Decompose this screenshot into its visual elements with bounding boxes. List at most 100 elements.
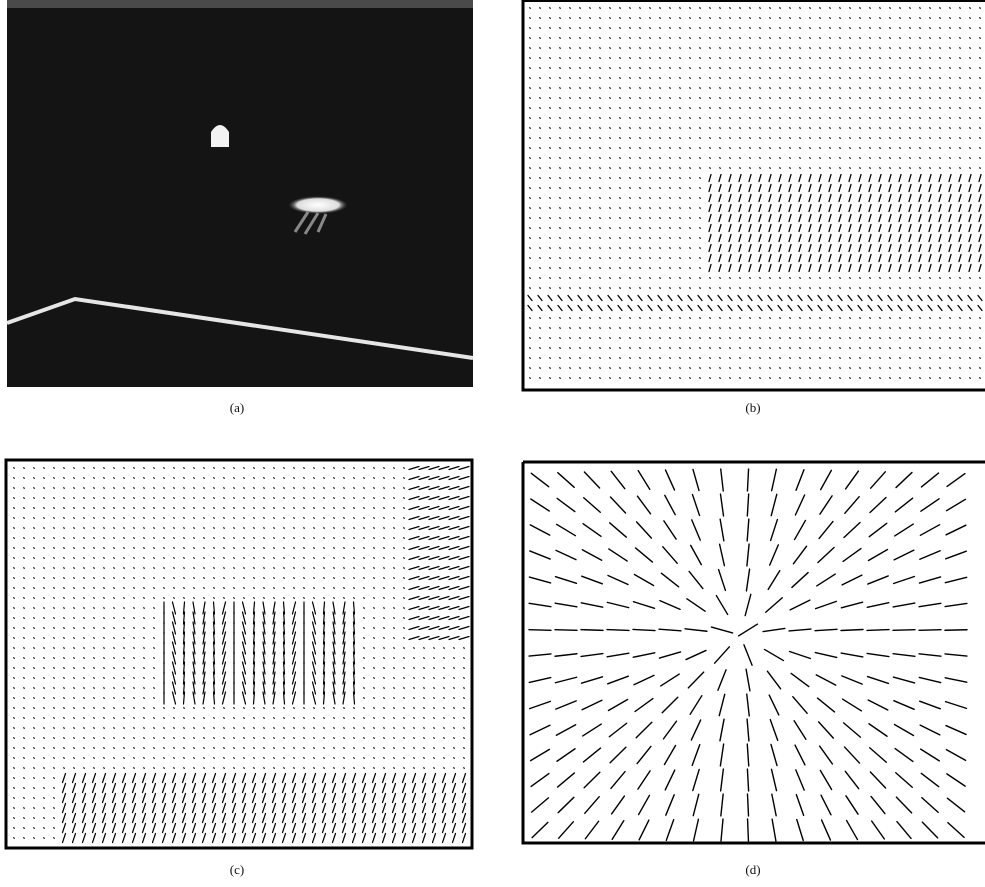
vector bbox=[940, 18, 941, 19]
vector bbox=[233, 824, 236, 833]
vector bbox=[459, 517, 469, 520]
vector bbox=[600, 188, 601, 189]
vector bbox=[324, 518, 325, 519]
vector bbox=[384, 528, 385, 529]
vector bbox=[14, 788, 15, 789]
vector bbox=[103, 804, 106, 813]
vector bbox=[810, 58, 811, 59]
vector bbox=[24, 718, 25, 719]
vector bbox=[860, 358, 861, 359]
vector bbox=[750, 138, 751, 139]
vector bbox=[454, 668, 455, 669]
vector bbox=[104, 768, 105, 769]
vector bbox=[790, 148, 791, 149]
vector bbox=[640, 58, 641, 59]
frame bbox=[6, 460, 472, 848]
vector bbox=[980, 18, 981, 19]
vector bbox=[183, 784, 186, 793]
vector bbox=[690, 28, 691, 29]
vector bbox=[880, 168, 881, 169]
vector bbox=[284, 498, 285, 499]
vector bbox=[969, 235, 971, 242]
vector bbox=[94, 568, 95, 569]
vector bbox=[760, 148, 761, 149]
vector bbox=[610, 198, 611, 199]
vector bbox=[800, 68, 801, 69]
vector bbox=[600, 198, 601, 199]
vector bbox=[334, 478, 335, 479]
vector bbox=[869, 175, 871, 182]
vector bbox=[670, 338, 671, 339]
vector bbox=[640, 328, 641, 329]
vector bbox=[433, 794, 436, 803]
vector bbox=[449, 607, 459, 610]
vector bbox=[620, 218, 621, 219]
vector bbox=[889, 205, 891, 212]
vector bbox=[580, 288, 581, 289]
vector bbox=[590, 348, 591, 349]
vector bbox=[124, 768, 125, 769]
vector bbox=[144, 468, 145, 469]
vector bbox=[333, 814, 336, 823]
vector bbox=[384, 498, 385, 499]
vector bbox=[710, 128, 711, 129]
vector bbox=[830, 48, 831, 49]
vector bbox=[590, 278, 591, 279]
vector bbox=[560, 8, 561, 9]
vector bbox=[453, 794, 456, 803]
vector bbox=[434, 658, 435, 659]
vector bbox=[404, 718, 405, 719]
vector bbox=[921, 473, 938, 487]
vector bbox=[304, 708, 305, 709]
vector bbox=[700, 358, 701, 359]
vector bbox=[600, 48, 601, 49]
vector bbox=[124, 698, 125, 699]
vector bbox=[780, 78, 781, 79]
vector bbox=[919, 245, 921, 252]
vector bbox=[780, 368, 781, 369]
vector bbox=[690, 696, 702, 715]
vector bbox=[73, 794, 76, 803]
vector bbox=[64, 528, 65, 529]
vector bbox=[174, 498, 175, 499]
vector bbox=[234, 768, 235, 769]
vector bbox=[660, 78, 661, 79]
vector bbox=[164, 538, 165, 539]
vector bbox=[749, 265, 751, 272]
vector bbox=[570, 8, 571, 9]
vector bbox=[740, 108, 741, 109]
vector bbox=[364, 518, 365, 519]
vector bbox=[550, 28, 551, 29]
vector bbox=[760, 8, 761, 9]
vector bbox=[234, 728, 235, 729]
vector bbox=[444, 668, 445, 669]
vector bbox=[560, 78, 561, 79]
vector bbox=[64, 568, 65, 569]
vector bbox=[419, 477, 429, 480]
vector bbox=[274, 568, 275, 569]
vector bbox=[214, 468, 215, 469]
vector bbox=[870, 28, 871, 29]
vector bbox=[24, 618, 25, 619]
vector bbox=[799, 245, 801, 252]
vector bbox=[14, 728, 15, 729]
vector bbox=[929, 265, 931, 272]
vector bbox=[560, 278, 561, 279]
vector bbox=[134, 688, 135, 689]
vector bbox=[244, 568, 245, 569]
vector bbox=[34, 718, 35, 719]
vector bbox=[849, 215, 851, 222]
vector bbox=[550, 198, 551, 199]
vector bbox=[63, 824, 66, 833]
vector bbox=[940, 368, 941, 369]
vector bbox=[409, 637, 419, 640]
vector bbox=[334, 548, 335, 549]
vector bbox=[254, 578, 255, 579]
vector bbox=[54, 748, 55, 749]
vector bbox=[24, 768, 25, 769]
vector bbox=[844, 522, 860, 537]
vector bbox=[364, 598, 365, 599]
vector bbox=[700, 98, 701, 99]
vector bbox=[284, 758, 285, 759]
vector bbox=[670, 328, 671, 329]
